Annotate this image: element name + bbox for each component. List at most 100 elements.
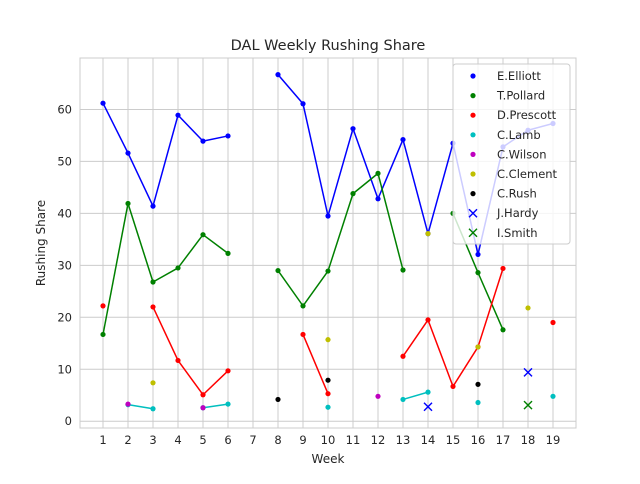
- data-point-t-pollard: [350, 191, 356, 197]
- series-segment-d-prescott: [177, 360, 204, 396]
- data-point-t-pollard: [400, 267, 406, 273]
- series-segment-t-pollard: [152, 267, 179, 283]
- y-axis-label: Rushing Share: [34, 200, 48, 286]
- x-tick-label: 15: [446, 433, 461, 447]
- data-point-t-pollard: [200, 232, 206, 238]
- x-tick-labels: 1 2 3 4 5 6 7 8 9 10 11 12 13 14 15 16 17 18 19: [99, 433, 560, 447]
- data-point-e-elliott: [200, 138, 206, 144]
- x-tick-label: 19: [546, 433, 561, 447]
- series-segment-t-pollard: [352, 172, 379, 195]
- data-point-t-pollard: [375, 170, 381, 176]
- x-tick-label: 1: [99, 433, 106, 447]
- series-segment-t-pollard: [102, 203, 129, 335]
- data-point-i-smith: [523, 400, 533, 410]
- legend: E.Elliott T.Pollard D.Prescott C.Lamb C.Wils…: [452, 63, 571, 245]
- legend-label-i-smith: I.Smith: [497, 226, 538, 240]
- legend-label-j-hardy: J.Hardy: [496, 206, 539, 220]
- data-point-c-lamb: [475, 399, 481, 406]
- data-point-d-prescott: [225, 368, 231, 374]
- series-segment-e-elliott: [302, 103, 329, 217]
- series-segment-t-pollard: [277, 270, 304, 307]
- series-segment-t-pollard: [302, 270, 329, 307]
- x-tick-label: 12: [371, 433, 386, 447]
- data-point-e-elliott: [475, 251, 481, 258]
- series-segment-t-pollard: [477, 272, 504, 331]
- data-point-t-pollard: [475, 270, 481, 276]
- y-tick-label: 50: [57, 154, 72, 168]
- data-point-c-clement: [525, 305, 531, 311]
- series-segment-c-lamb: [127, 403, 154, 410]
- data-point-t-pollard: [275, 267, 281, 274]
- data-point-c-wilson: [375, 393, 381, 399]
- series-segment-d-prescott: [402, 319, 429, 357]
- series-segment-t-pollard: [177, 234, 204, 269]
- data-point-c-lamb: [550, 393, 556, 399]
- series-segment-d-prescott: [477, 268, 504, 348]
- series-segment-d-prescott: [452, 346, 479, 387]
- data-point-c-lamb: [225, 401, 231, 407]
- legend-label-c-clement: C.Clement: [497, 167, 558, 181]
- data-point-c-wilson: [200, 405, 206, 411]
- legend-marker-c-lamb: [470, 132, 476, 138]
- series-segment-d-prescott: [152, 306, 179, 361]
- series-markers: [100, 72, 556, 412]
- series-segment-t-pollard: [202, 234, 229, 254]
- legend-label-e-elliott: E.Elliott: [497, 69, 541, 83]
- series-segment-e-elliott: [102, 102, 129, 154]
- x-tick-label: 16: [471, 433, 486, 447]
- data-point-d-prescott: [550, 319, 556, 326]
- legend-marker-i-smith: [468, 228, 478, 238]
- series-segment-c-lamb: [202, 403, 229, 409]
- data-point-t-pollard: [125, 200, 131, 207]
- data-point-t-pollard: [300, 303, 306, 309]
- y-tick-label: 30: [57, 258, 72, 272]
- data-point-j-hardy: [523, 367, 533, 377]
- series-segment-e-elliott: [402, 139, 429, 234]
- data-point-c-lamb: [400, 396, 406, 403]
- data-point-e-elliott: [225, 133, 231, 139]
- x-tick-label: 14: [421, 433, 436, 447]
- legend-label-c-wilson: C.Wilson: [497, 147, 547, 161]
- series-segment-e-elliott: [127, 152, 154, 207]
- series-segment-d-prescott: [427, 319, 454, 387]
- y-tick-label: 40: [57, 206, 72, 220]
- x-tick-label: 18: [521, 433, 536, 447]
- data-point-c-clement: [425, 231, 431, 237]
- data-point-d-prescott: [175, 357, 181, 364]
- series-segment-e-elliott: [427, 143, 454, 234]
- data-point-e-elliott: [375, 196, 381, 202]
- x-tick-label: 10: [321, 433, 336, 447]
- data-point-t-pollard: [175, 265, 181, 271]
- x-tick-label: 17: [496, 433, 511, 447]
- y-tick-labels: 0 10 20 30 40 50 60: [57, 102, 72, 428]
- x-tick-label: 5: [199, 433, 206, 447]
- data-point-c-clement: [150, 380, 156, 386]
- x-tick-label: 8: [274, 433, 281, 447]
- legend-label-t-pollard: T.Pollard: [496, 89, 545, 103]
- legend-label-d-prescott: D.Prescott: [497, 108, 557, 122]
- data-point-e-elliott: [125, 150, 131, 156]
- x-axis-label: Week: [312, 452, 345, 466]
- data-point-t-pollard: [225, 250, 231, 256]
- series-segment-d-prescott: [302, 334, 329, 394]
- chart-title: DAL Weekly Rushing Share: [231, 38, 426, 54]
- legend-label-c-lamb: C.Lamb: [497, 128, 541, 142]
- legend-box: [452, 63, 571, 245]
- data-point-c-lamb: [325, 404, 331, 410]
- x-tick-label: 3: [149, 433, 156, 447]
- series-segment-c-lamb: [402, 391, 429, 401]
- data-point-c-rush: [275, 396, 281, 403]
- data-point-t-pollard: [325, 268, 331, 274]
- data-point-d-prescott: [400, 353, 406, 359]
- data-point-d-prescott: [425, 317, 431, 323]
- legend-marker-j-hardy: [468, 208, 478, 218]
- data-point-e-elliott: [275, 72, 281, 78]
- x-tick-label: 4: [174, 433, 181, 447]
- series-segment-e-elliott: [327, 128, 354, 217]
- data-point-e-elliott: [350, 126, 356, 132]
- data-point-c-clement: [475, 344, 481, 350]
- x-tick-label: 11: [346, 433, 361, 447]
- data-point-c-wilson: [125, 401, 131, 407]
- x-tick-label: 7: [249, 433, 256, 447]
